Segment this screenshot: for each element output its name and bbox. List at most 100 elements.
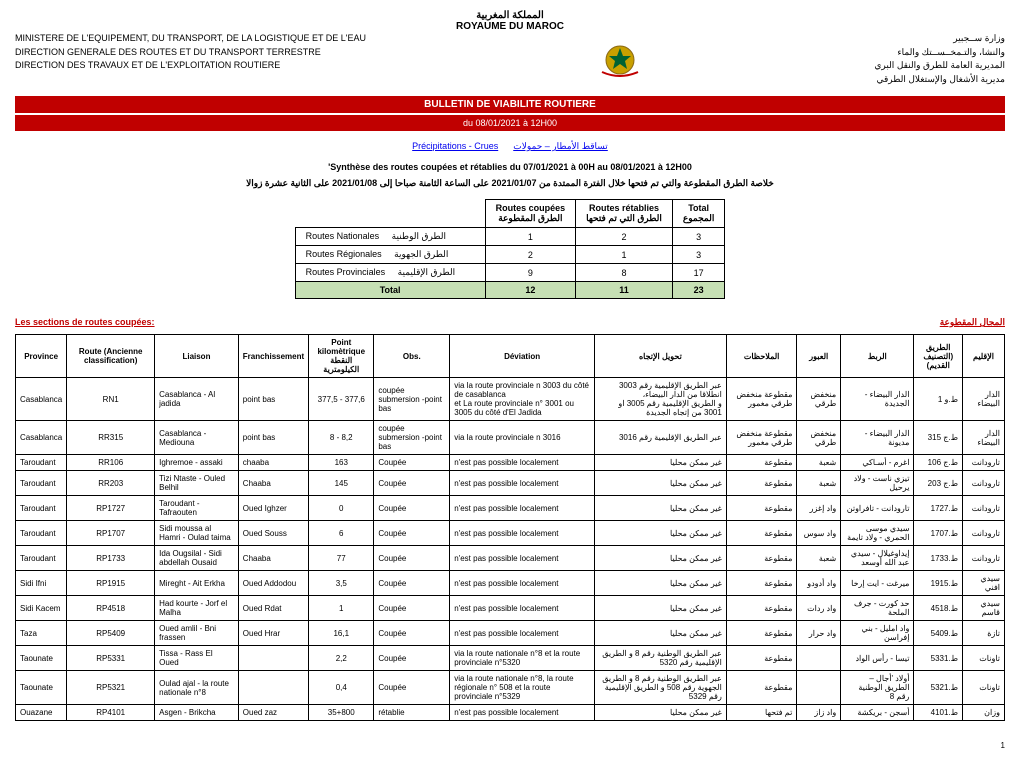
tariq-cell: ط.ج 106 [914,455,963,471]
dev-cell: via la route nationale n°8 et la route p… [450,646,595,671]
precip-fr-link[interactable]: Précipitations - Crues [412,141,498,151]
tariq-cell: ط.4518 [914,596,963,621]
liaison-cell: Had kourte - Jorf el Malha [155,596,239,621]
franch-cell: Chaaba [238,471,308,496]
iklim-cell: سيدي افني [963,571,1005,596]
header-arabic-kingdom: المملكة المغربية ROYAUME DU MAROC [15,10,1005,32]
route-cell: RP5321 [67,671,155,705]
table-row: Ouazane RP4101 Asgen - Brikcha Oued zaz … [16,705,1005,721]
route-cell: RR106 [67,455,155,471]
summary-row: Routes Nationales الطرق الوطنية 1 2 3 [295,228,725,246]
iklim-cell: تاونات [963,671,1005,705]
iklim-cell: تارودانت [963,471,1005,496]
tahwil-cell: غير ممكن محليا [594,521,726,546]
pk-cell: 0 [309,496,374,521]
c: 9 [485,264,576,282]
ribat-cell: الدار البيضاء - مديونة [841,421,914,455]
h-pk: Point kilomètrique النقطة الكيلومترية [309,335,374,378]
franch-cell: Oued Souss [238,521,308,546]
tariq-cell: ط.1915 [914,571,963,596]
tahwil-cell: عبر الطريق الوطنية رقم 8 و الطريق الجهوي… [594,671,726,705]
col-ret-fr: Routes rétablies [586,203,662,213]
iklim-cell: تازة [963,621,1005,646]
type-cell: Routes Nationales الطرق الوطنية [295,228,485,246]
molah-cell: مقطوعة [726,671,797,705]
t: 17 [672,264,724,282]
iklim-cell: الدار البيضاء [963,421,1005,455]
r: 8 [576,264,673,282]
dev-cell: n'est pas possible localement [450,621,595,646]
obs-cell: Coupée [374,646,450,671]
franch-cell: chaaba [238,455,308,471]
header-left: MINISTERE DE L'EQUIPEMENT, DU TRANSPORT,… [15,32,366,73]
precip-ar-link[interactable]: تساقط الأمطار – حمولات [513,141,608,151]
total-r: 11 [576,282,673,299]
tahwil-cell: غير ممكن محليا [594,546,726,571]
obs-cell: Coupée [374,621,450,646]
pk-cell: 377,5 - 377,6 [309,378,374,421]
main-header: Province Route (Ancienne classification)… [16,335,1005,378]
route-cell: RP5331 [67,646,155,671]
table-row: Taroudant RR203 Tizi Ntaste - Ouled Belh… [16,471,1005,496]
route-cell: RR315 [67,421,155,455]
franch-cell: Oued Ighzer [238,496,308,521]
obs-cell: Coupée [374,521,450,546]
province-cell: Taounate [16,646,67,671]
ribat-cell: أولاد 'أجال – الطريق الوطنية رقم 8 [841,671,914,705]
tahwil-cell: عبر الطريق الإقليمية رقم 3003 انطلاقا من… [594,378,726,421]
molah-cell: مقطوعة [726,646,797,671]
iklim-cell: تارودانت [963,521,1005,546]
ribat-cell: الدار البيضاء - الجديدة [841,378,914,421]
franch-cell [238,671,308,705]
table-row: Casablanca RN1 Casablanca - Al jadida po… [16,378,1005,421]
franch-cell: Oued zaz [238,705,308,721]
province-cell: Casablanca [16,421,67,455]
liaison-cell: Sidi moussa al Hamri - Oulad taima [155,521,239,546]
liaison-cell: Taroudant - Tafraouten [155,496,239,521]
table-row: Sidi Ifni RP1915 Mireght - Ait Erkha Oue… [16,571,1005,596]
molah-cell: مقطوعة [726,521,797,546]
franch-cell: Oued Rdat [238,596,308,621]
iklim-cell: سيدي قاسم [963,596,1005,621]
franch-cell: Oued Addodou [238,571,308,596]
obs-cell: rétablie [374,705,450,721]
province-cell: Taroudant [16,496,67,521]
province-cell: Sidi Kacem [16,596,67,621]
pk-cell: 77 [309,546,374,571]
obs-cell: coupée submersion -point bas [374,421,450,455]
c: 1 [485,228,576,246]
molah-cell: مقطوعة [726,471,797,496]
ribat-cell: أسجن - بريكشة [841,705,914,721]
tahwil-cell: غير ممكن محليا [594,705,726,721]
h-iklim: الإقليم [963,335,1005,378]
tariq-cell: ط.1733 [914,546,963,571]
pk-cell: 0,4 [309,671,374,705]
obour-cell: منخفض طرقي [797,378,841,421]
h-dev: Déviation [450,335,595,378]
molah-cell: مقطوعة [726,496,797,521]
molah-cell: مقطوعة [726,621,797,646]
obour-cell: واد إغزر [797,496,841,521]
obs-cell: Coupée [374,471,450,496]
liaison-cell: Ighremoe - assaki [155,455,239,471]
synthesis-fr: 'Synthèse des routes coupées et rétablie… [15,162,1005,172]
dev-cell: via la route nationale n°8, la route rég… [450,671,595,705]
tariq-cell: ط.5321 [914,671,963,705]
molah-cell: مقطوعة [726,455,797,471]
province-cell: Taroudant [16,521,67,546]
ribat-cell: تيزي ناست - ولاد يرحيل [841,471,914,496]
pk-cell: 3,5 [309,571,374,596]
liaison-cell: Mireght - Ait Erkha [155,571,239,596]
province-cell: Casablanca [16,378,67,421]
ministry-line: MINISTERE DE L'EQUIPEMENT, DU TRANSPORT,… [15,32,366,46]
kingdom-ar: المملكة المغربية [15,10,1005,21]
tahwil-cell: غير ممكن محليا [594,455,726,471]
route-cell: RP4518 [67,596,155,621]
dev-cell: via la route provinciale n 3003 du côté … [450,378,595,421]
pk-cell: 6 [309,521,374,546]
h-province: Province [16,335,67,378]
direction-line: DIRECTION GENERALE DES ROUTES ET DU TRAN… [15,46,366,60]
tariq-cell: ط.1727 [914,496,963,521]
type-cell: Routes Régionales الطرق الجهوية [295,246,485,264]
h-tariq: الطريق (التصنيف القديم) [914,335,963,378]
